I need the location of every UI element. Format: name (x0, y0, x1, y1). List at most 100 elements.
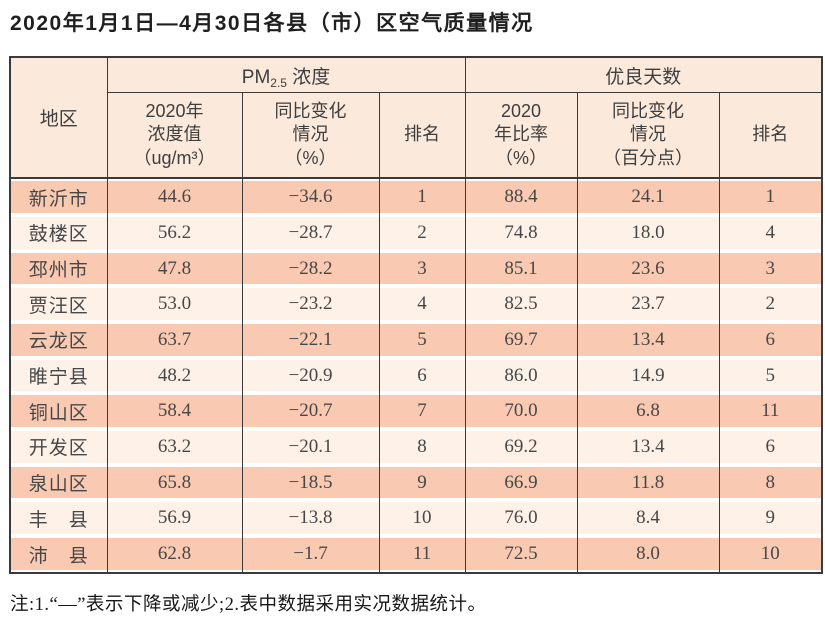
pm-change-cell: −1.7 (241, 536, 380, 573)
table-body: 新沂市 44.6 −34.6 1 88.4 24.1 1 鼓楼区 56.2 −2… (9, 178, 823, 573)
pm-value-cell: 65.8 (106, 464, 243, 501)
good-rank-cell: 4 (718, 214, 823, 251)
good-rank-cell: 6 (718, 429, 823, 465)
pm-rank-cell: 8 (378, 429, 466, 465)
pm-rank-cell: 3 (378, 250, 466, 287)
region-cell: 睢宁县 (9, 357, 108, 394)
table-row: 睢宁县 48.2 −20.9 6 86.0 14.9 5 (9, 357, 823, 394)
sub-header-row: 2020年 浓度值 （ug/m³） 同比变化 情况 （%） 排名 2020 年比… (10, 92, 823, 180)
pm-change-cell: −28.2 (241, 250, 380, 287)
table-row: 铜山区 58.4 −20.7 7 70.0 6.8 11 (9, 393, 823, 430)
good-rate-cell: 70.0 (464, 393, 578, 430)
region-cell: 邳州市 (9, 250, 108, 287)
pm-value-cell: 56.2 (106, 214, 243, 251)
good-change-cell: 24.1 (576, 178, 720, 215)
air-quality-table: 地区 PM2.5 浓度 优良天数 2020年 浓度值 （ug/m³） 同比变化 … (9, 56, 824, 574)
pm-change-cell: −34.6 (241, 178, 380, 215)
column-header-pm-change: 同比变化 情况 （%） (241, 92, 380, 180)
table-row: 鼓楼区 56.2 −28.7 2 74.8 18.0 4 (9, 214, 823, 251)
pm-rank-cell: 1 (378, 178, 466, 215)
good-change-cell: 8.4 (576, 500, 720, 537)
table-row: 邳州市 47.8 −28.2 3 85.1 23.6 3 (9, 250, 823, 287)
good-rate-cell: 86.0 (464, 357, 578, 394)
region-cell: 泉山区 (9, 464, 108, 501)
good-change-cell: 13.4 (576, 322, 720, 358)
pm-value-cell: 47.8 (106, 250, 243, 287)
pm-value-cell: 63.2 (106, 429, 243, 465)
pm25-label-rest: 浓度 (286, 66, 331, 88)
good-rank-cell: 8 (718, 464, 823, 501)
good-change-cell: 14.9 (576, 357, 720, 394)
good-change-cell: 13.4 (576, 429, 720, 465)
good-rate-cell: 85.1 (464, 250, 578, 287)
pm-rank-cell: 4 (378, 286, 466, 323)
pm-value-cell: 56.9 (106, 500, 243, 537)
good-change-cell: 23.6 (576, 250, 720, 287)
footnote: 注:1.“—”表示下降或减少;2.表中数据采用实况数据统计。 (10, 594, 487, 615)
pm-rank-cell: 6 (378, 357, 466, 394)
pm-rank-cell: 7 (378, 393, 466, 430)
column-header-good-rate: 2020 年比率 （%） (464, 92, 578, 180)
table-row: 沛 县 62.8 −1.7 11 72.5 8.0 10 (9, 536, 823, 573)
pm-value-cell: 62.8 (106, 536, 243, 573)
group-header-row: 地区 PM2.5 浓度 优良天数 (9, 57, 823, 180)
pm-value-cell: 63.7 (106, 322, 243, 358)
region-cell: 贾汪区 (9, 286, 108, 323)
pm-change-cell: −28.7 (241, 214, 380, 251)
good-rank-cell: 11 (718, 393, 823, 430)
good-rank-cell: 9 (718, 500, 823, 537)
pm-change-cell: −20.9 (241, 357, 380, 394)
good-rate-cell: 76.0 (464, 500, 578, 537)
region-cell: 丰 县 (9, 500, 108, 537)
table-header: 地区 PM2.5 浓度 优良天数 2020年 浓度值 （ug/m³） 同比变化 … (9, 57, 823, 180)
region-cell: 开发区 (9, 429, 108, 465)
pm-change-cell: −22.1 (241, 322, 380, 358)
table-row: 新沂市 44.6 −34.6 1 88.4 24.1 1 (9, 178, 823, 215)
good-rate-cell: 88.4 (464, 178, 578, 215)
good-change-cell: 18.0 (576, 214, 720, 251)
good-rate-cell: 74.8 (464, 214, 578, 251)
region-cell: 新沂市 (9, 178, 108, 215)
pm25-label-subscript: 2.5 (270, 75, 287, 90)
table-row: 云龙区 63.7 −22.1 5 69.7 13.4 6 (9, 322, 823, 358)
region-cell: 沛 县 (9, 536, 108, 573)
region-cell: 鼓楼区 (9, 214, 108, 251)
good-change-cell: 8.0 (576, 536, 720, 573)
good-rate-cell: 69.2 (464, 429, 578, 465)
page-title: 2020年1月1日—4月30日各县（市）区空气质量情况 (10, 12, 534, 35)
good-rate-cell: 72.5 (464, 536, 578, 573)
good-rank-cell: 6 (718, 322, 823, 358)
pm-change-cell: −23.2 (241, 286, 380, 323)
good-change-cell: 6.8 (576, 393, 720, 430)
table-row: 贾汪区 53.0 −23.2 4 82.5 23.7 2 (9, 286, 823, 323)
column-header-good-change: 同比变化 情况 （百分点） (576, 92, 720, 180)
region-cell: 铜山区 (9, 393, 108, 430)
pm-value-cell: 44.6 (106, 178, 243, 215)
pm25-label-base: PM (241, 66, 271, 88)
pm-rank-cell: 11 (378, 536, 466, 573)
good-rate-cell: 82.5 (464, 286, 578, 323)
group-header-pm25: PM2.5 浓度 (106, 57, 466, 94)
pm-value-cell: 48.2 (106, 357, 243, 394)
good-change-cell: 11.8 (576, 464, 720, 501)
pm-rank-cell: 5 (378, 322, 466, 358)
region-cell: 云龙区 (9, 322, 108, 358)
good-rank-cell: 1 (718, 178, 823, 215)
pm-value-cell: 53.0 (106, 286, 243, 323)
pm-rank-cell: 9 (378, 464, 466, 501)
column-header-pm-rank: 排名 (378, 92, 466, 180)
column-header-good-rank: 排名 (718, 92, 823, 180)
good-rate-cell: 69.7 (464, 322, 578, 358)
table-row: 泉山区 65.8 −18.5 9 66.9 11.8 8 (9, 464, 823, 501)
good-rank-cell: 3 (718, 250, 823, 287)
good-rank-cell: 5 (718, 357, 823, 394)
column-header-region: 地区 (9, 57, 108, 180)
pm-value-cell: 58.4 (106, 393, 243, 430)
table-row: 丰 县 56.9 −13.8 10 76.0 8.4 9 (9, 500, 823, 537)
pm-change-cell: −18.5 (241, 464, 380, 501)
pm-change-cell: −20.1 (241, 429, 380, 465)
group-header-good-days: 优良天数 (464, 57, 823, 94)
good-rank-cell: 10 (718, 536, 823, 573)
pm-rank-cell: 2 (378, 214, 466, 251)
